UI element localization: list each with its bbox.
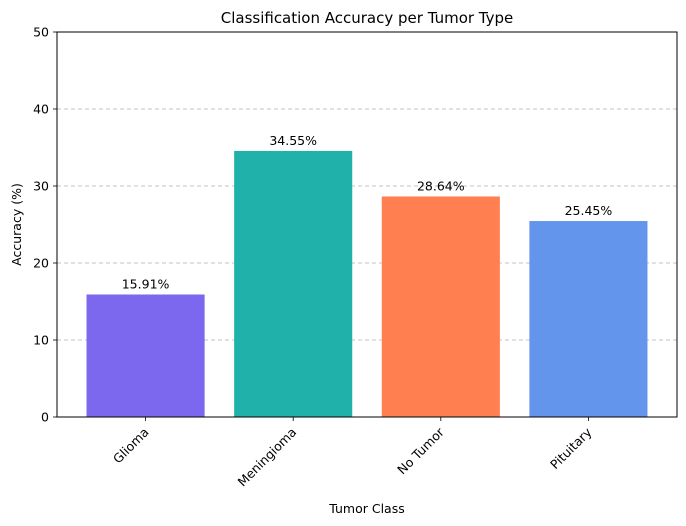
chart-title: Classification Accuracy per Tumor Type	[221, 9, 514, 27]
y-axis-label: Accuracy (%)	[9, 183, 24, 266]
x-tick-label: Pituitary	[547, 424, 595, 472]
plot-frame	[56, 31, 678, 418]
bar-value-label: 25.45%	[565, 203, 613, 218]
y-tick-label: 50	[33, 25, 49, 40]
data-labels: 15.91% 34.55% 28.64% 25.45%	[122, 133, 613, 292]
y-tick-label: 40	[33, 102, 49, 117]
x-tick-label: Meningioma	[234, 425, 299, 490]
bars	[86, 150, 648, 417]
y-axis: 0 10 20 30 40 50	[33, 25, 57, 425]
bar-glioma	[86, 294, 205, 417]
x-tick-label: No Tumor	[394, 424, 447, 477]
y-tick-label: 20	[33, 256, 49, 271]
bar-value-label: 28.64%	[417, 178, 465, 193]
bar-no-tumor	[381, 196, 500, 417]
y-tick-label: 0	[41, 410, 49, 425]
y-tick-label: 30	[33, 179, 49, 194]
bar-value-label: 15.91%	[122, 276, 170, 291]
x-axis: Glioma Meningioma No Tumor Pituitary	[110, 417, 595, 489]
x-axis-label: Tumor Class	[328, 501, 404, 516]
bar-pituitary	[529, 221, 648, 417]
y-tick-label: 10	[33, 333, 49, 348]
bar-value-label: 34.55%	[269, 133, 317, 148]
x-tick-label: Glioma	[110, 425, 152, 467]
bar-meningioma	[234, 150, 353, 417]
